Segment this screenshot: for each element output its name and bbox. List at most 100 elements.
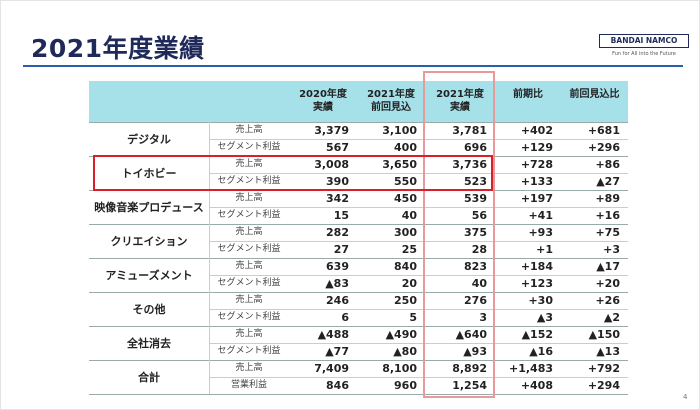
item-label: セグメント利益 bbox=[217, 244, 281, 254]
segment-label: デジタル bbox=[127, 132, 171, 146]
table-cell: ▲150 bbox=[588, 328, 620, 341]
logo: BANDAI NAMCO bbox=[599, 34, 689, 48]
item-label: 売上高 bbox=[235, 295, 263, 305]
header-band bbox=[89, 81, 628, 122]
table-cell: 15 bbox=[333, 209, 349, 222]
table-cell: 696 bbox=[464, 141, 487, 154]
table-cell: ▲13 bbox=[596, 345, 620, 358]
row-subrule bbox=[209, 377, 628, 378]
table-cell: 300 bbox=[394, 226, 417, 239]
table-cell: +16 bbox=[595, 209, 620, 222]
table-cell: 342 bbox=[326, 192, 349, 205]
table-cell: +30 bbox=[528, 294, 553, 307]
column-header: 前期比 bbox=[513, 89, 543, 100]
column-rule bbox=[209, 122, 210, 394]
table-cell: 390 bbox=[326, 175, 349, 188]
table-cell: 7,409 bbox=[314, 362, 349, 375]
table-cell: 40 bbox=[471, 277, 487, 290]
table-cell: 375 bbox=[464, 226, 487, 239]
table-cell: 823 bbox=[464, 260, 487, 273]
segment-label: アミューズメント bbox=[105, 268, 193, 282]
table-cell: 40 bbox=[401, 209, 417, 222]
row-subrule bbox=[209, 343, 628, 344]
table-cell: 3,100 bbox=[382, 124, 417, 137]
page-number: 4 bbox=[683, 393, 688, 401]
item-label: 売上高 bbox=[235, 227, 263, 237]
table-cell: 282 bbox=[326, 226, 349, 239]
segment-label: トイホビー bbox=[121, 166, 177, 180]
table-cell: 276 bbox=[464, 294, 487, 307]
item-label: 売上高 bbox=[235, 125, 263, 135]
table-cell: +41 bbox=[528, 209, 553, 222]
title-rule bbox=[23, 65, 683, 67]
segment-label: クリエイション bbox=[110, 234, 188, 248]
table-cell: +792 bbox=[587, 362, 620, 375]
column-header: 2020年度 実績 bbox=[299, 89, 347, 113]
table-cell: ▲80 bbox=[393, 345, 417, 358]
table-cell: ▲152 bbox=[521, 328, 553, 341]
segment-label: 合計 bbox=[138, 370, 160, 384]
row-subrule bbox=[209, 173, 628, 174]
table-cell: 840 bbox=[394, 260, 417, 273]
table-cell: +20 bbox=[595, 277, 620, 290]
table-cell: +184 bbox=[520, 260, 553, 273]
table-cell: +123 bbox=[520, 277, 553, 290]
row-rule bbox=[89, 360, 628, 361]
row-rule bbox=[89, 258, 628, 259]
item-label: セグメント利益 bbox=[217, 210, 281, 220]
table-cell: +89 bbox=[595, 192, 620, 205]
row-subrule bbox=[209, 207, 628, 208]
table-cell: +402 bbox=[520, 124, 553, 137]
table-cell: ▲83 bbox=[325, 277, 349, 290]
table-cell: ▲640 bbox=[455, 328, 487, 341]
table-cell: ▲17 bbox=[596, 260, 620, 273]
slide-title: 2021年度業績 bbox=[31, 34, 205, 63]
table-cell: 8,892 bbox=[452, 362, 487, 375]
segment-label: 映像音楽プロデュース bbox=[94, 200, 204, 214]
row-rule bbox=[89, 292, 628, 293]
table-cell: ▲2 bbox=[603, 311, 620, 324]
table-cell: 6 bbox=[341, 311, 349, 324]
table-cell: 28 bbox=[471, 243, 487, 256]
column-highlight bbox=[423, 71, 495, 398]
column-header: 前回見込比 bbox=[569, 89, 620, 100]
item-label: 売上高 bbox=[235, 261, 263, 271]
table-cell: ▲490 bbox=[385, 328, 417, 341]
table-cell: +296 bbox=[587, 141, 620, 154]
segment-label: 全社消去 bbox=[127, 336, 171, 350]
table-cell: ▲27 bbox=[596, 175, 620, 188]
table-cell: 20 bbox=[401, 277, 417, 290]
table-cell: 246 bbox=[326, 294, 349, 307]
table-cell: 56 bbox=[471, 209, 487, 222]
table-cell: +3 bbox=[603, 243, 620, 256]
item-label: 売上高 bbox=[235, 363, 263, 373]
item-label: セグメント利益 bbox=[217, 346, 281, 356]
table-cell: ▲77 bbox=[325, 345, 349, 358]
table-cell: 3,379 bbox=[314, 124, 349, 137]
table-cell: 3,650 bbox=[382, 158, 417, 171]
tagline: Fun for All into the Future bbox=[612, 51, 676, 57]
row-subrule bbox=[209, 275, 628, 276]
table-cell: +86 bbox=[595, 158, 620, 171]
table-cell: +1,483 bbox=[508, 362, 553, 375]
row-rule bbox=[89, 394, 628, 395]
row-subrule bbox=[209, 139, 628, 140]
table-cell: +728 bbox=[520, 158, 553, 171]
row-rule bbox=[89, 326, 628, 327]
table-cell: +1 bbox=[536, 243, 553, 256]
table-cell: 639 bbox=[326, 260, 349, 273]
table-cell: +133 bbox=[520, 175, 553, 188]
table-cell: 3,781 bbox=[452, 124, 487, 137]
item-label: 売上高 bbox=[235, 193, 263, 203]
item-label: セグメント利益 bbox=[217, 278, 281, 288]
row-subrule bbox=[209, 309, 628, 310]
table-cell: +681 bbox=[587, 124, 620, 137]
table-cell: +75 bbox=[595, 226, 620, 239]
table-cell: 539 bbox=[464, 192, 487, 205]
item-label: 売上高 bbox=[235, 329, 263, 339]
table-cell: 3 bbox=[479, 311, 487, 324]
table-cell: 8,100 bbox=[382, 362, 417, 375]
table-cell: 960 bbox=[394, 379, 417, 392]
row-highlight bbox=[93, 155, 493, 191]
